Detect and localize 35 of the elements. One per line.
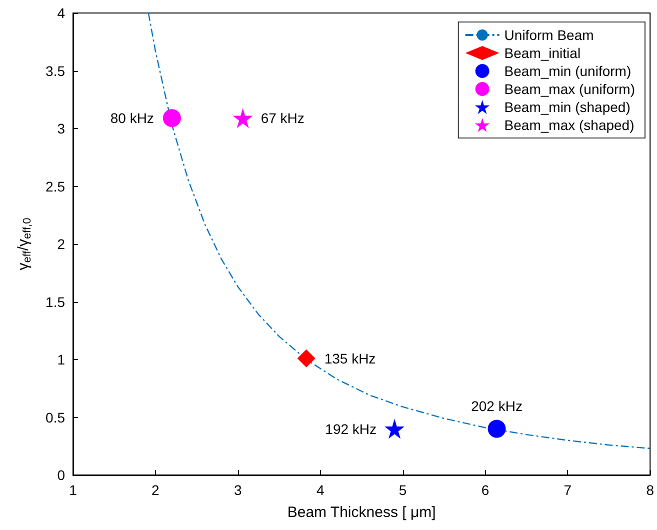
- legend-label: Uniform Beam: [504, 27, 594, 43]
- y-tick-label: 1.5: [46, 294, 66, 310]
- annotation: 67 kHz: [260, 110, 304, 126]
- x-tick-label: 5: [398, 482, 407, 498]
- legend-label: Beam_initial: [504, 45, 581, 61]
- legend-label: Beam_min (uniform): [504, 63, 632, 79]
- legend-label: Beam_max (uniform): [504, 81, 635, 97]
- point: [162, 109, 181, 128]
- y-tick-label: 3.5: [46, 62, 66, 79]
- x-tick-label: 1: [69, 482, 78, 498]
- point: [232, 108, 253, 128]
- x-axis-title: Beam Thickness [ μm]: [287, 504, 436, 521]
- y-tick-label: 4: [57, 5, 66, 21]
- point: [384, 418, 405, 439]
- annotation: 135 kHz: [324, 350, 376, 366]
- y-tick-label: 2: [57, 236, 66, 252]
- y-tick-label: 2.5: [46, 178, 66, 194]
- annotation: 80 kHz: [110, 110, 154, 126]
- x-tick-label: 2: [152, 482, 160, 498]
- annotation: 192 kHz: [325, 420, 377, 437]
- y-tick-label: 0: [57, 467, 66, 483]
- y-tick-label: 0.5: [46, 409, 66, 426]
- legend-label: Beam_max (shaped): [504, 117, 634, 133]
- y-tick-label: 3: [57, 120, 66, 136]
- legend-label: Beam_min (shaped): [504, 99, 630, 115]
- x-tick-label: 4: [316, 482, 324, 498]
- x-tick-label: 6: [481, 482, 490, 498]
- y-axis-title: γeff/γeff,0: [15, 218, 34, 270]
- x-tick-label: 7: [564, 482, 572, 498]
- point: [488, 420, 506, 438]
- y-tick-label: 1: [57, 352, 66, 368]
- x-tick-label: 3: [234, 482, 242, 498]
- x-tick-label: 8: [646, 482, 654, 498]
- point: [297, 349, 316, 368]
- annotation: 202 kHz: [471, 398, 522, 414]
